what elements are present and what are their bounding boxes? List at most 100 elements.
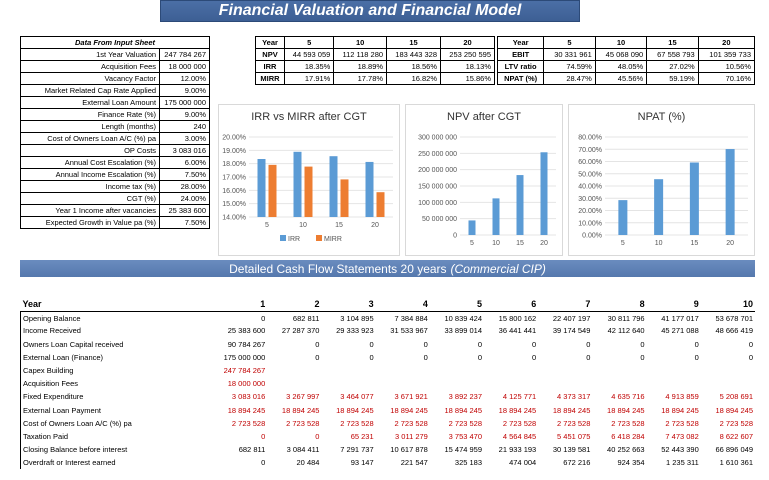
cashflow-cell: 36 441 441 (498, 326, 537, 336)
results-cell: 15.86% (440, 72, 495, 85)
cashflow-cell: 2 723 528 (557, 418, 591, 428)
results-header-row: Year 5 10 15 20 (255, 36, 495, 49)
input-row: Cost of Owners Loan A/C (%) pa 3.00% (19, 132, 210, 145)
x-tick-label: 15 (335, 222, 343, 229)
performance-results-table: Year 5 10 15 20 EBIT 30 331 961 45 068 090 67 55… (496, 36, 756, 85)
cashflow-row: Acquisition Fees 18 000 000 (19, 377, 756, 391)
cashflow-row-label: Owners Loan Capital received (19, 337, 171, 351)
input-label: 1st Year Valuation (19, 48, 161, 61)
input-row: Income tax (%) 28.00% (19, 180, 210, 193)
cashflow-cell: 66 896 049 (715, 445, 753, 455)
cashflow-cell: 3 084 411 (286, 445, 320, 455)
y-tick-label: 100 000 000 (418, 200, 457, 207)
cashflow-cell (267, 377, 321, 390)
cashflow-row-label: Taxation Paid (19, 429, 171, 444)
cashflow-cell: 2 723 528 (448, 418, 483, 428)
y-tick-label: 150 000 000 (418, 184, 457, 191)
cashflow-cell: 3 083 016 (231, 392, 266, 402)
input-value: 25 383 600 (159, 204, 210, 217)
input-label: Annual Income Escalation (%) (19, 168, 161, 181)
cashflow-cell (321, 377, 375, 390)
cashflow-cell: 0 (369, 339, 374, 349)
cashflow-row: External Loan Payment 18 894 245 18 894 24… (19, 403, 756, 417)
bar (654, 179, 664, 235)
input-row: Expected Growth in Value pa (%) 7.50% (19, 216, 210, 229)
cashflow-cell: 42 112 640 (607, 326, 645, 336)
cashflow-cell: 0 (640, 339, 645, 349)
input-value: 6.00% (159, 156, 210, 169)
cashflow-year-cell: 10 (700, 298, 755, 312)
cashflow-year-cell: 7 (538, 298, 593, 312)
chart-title: IRR vs MIRR after CGT (251, 111, 367, 123)
cashflow-row-label: Opening Balance (19, 311, 171, 325)
npv-chart-svg: 300 000 000 250 000 000 200 000 000 150 000… (418, 135, 556, 247)
bar (689, 162, 699, 235)
cashflow-year-cell: 3 (321, 298, 376, 312)
input-value: 247 784 267 (159, 48, 210, 61)
input-value: 18 000 000 (159, 60, 210, 73)
input-label: Vacancy Factor (19, 72, 161, 85)
cashflow-cell: 0 (586, 339, 591, 349)
cashflow-cell: 31 533 967 (390, 326, 428, 336)
cashflow-cell: 20 484 (296, 458, 320, 468)
cashflow-row-label: External Loan (Finance) (19, 350, 171, 364)
legend-swatch (280, 235, 286, 241)
cashflow-cell: 2 723 528 (286, 418, 320, 428)
results-header-cell: 10 (333, 36, 388, 49)
results-cell: 112 118 280 (333, 48, 388, 61)
cashflow-cell: 25 383 600 (227, 326, 266, 336)
cashflow-cell: 18 894 245 (552, 405, 591, 415)
cashflow-cell (647, 364, 701, 377)
results-header-cell: 15 (646, 36, 699, 49)
bar (540, 152, 548, 235)
results-cell: 74.59% (543, 60, 596, 73)
results-cell: 10.56% (697, 60, 756, 73)
bar (376, 192, 385, 217)
input-value: 3 083 016 (159, 144, 210, 157)
y-tick-label: 50.00% (578, 171, 602, 178)
results-header-row: Year 5 10 15 20 (496, 36, 756, 49)
cashflow-table: Year 1 2 3 4 5 6 7 8 9 10 Opening Balance 0 682 811 3… (19, 298, 756, 470)
cashflow-row: Income Received 25 383 600 27 287 370 29 33… (19, 324, 756, 338)
bar (304, 166, 313, 217)
cashflow-cell: 682 811 (292, 313, 320, 323)
cashflow-cell (376, 364, 430, 377)
y-tick-label: 30.00% (578, 196, 602, 203)
cashflow-cell (321, 364, 375, 377)
irr-mirr-chart: IRR vs MIRR after CGT 20.00% 19.00% 18.00%… (218, 104, 400, 256)
results-row: EBIT 30 331 961 45 068 090 67 558 793 101 35… (496, 48, 756, 61)
cashflow-cell: 18 894 245 (661, 405, 699, 415)
cashflow-cell (484, 377, 538, 390)
cashflow-cell: 1 235 311 (665, 458, 699, 468)
input-label: Cost of Owners Loan A/C (%) pa (19, 132, 161, 145)
cashflow-cell: 18 894 245 (227, 405, 266, 415)
irr-mirr-chart-svg: 20.00% 19.00% 18.00% 17.00% 16.00% 15.00% 14.0… (222, 135, 393, 243)
cashflow-cell: 53 678 701 (715, 313, 753, 323)
cashflow-title: Detailed Cash Flow Statements 20 years (229, 261, 447, 276)
cashflow-cell: 2 723 528 (611, 418, 645, 428)
cashflow-cell: 0 (532, 339, 537, 349)
cashflow-cell: 4 913 859 (665, 392, 699, 402)
cashflow-cell (430, 377, 484, 390)
cashflow-row: Cost of Owners Loan A/C (%) pa 2 723 528 2… (19, 416, 756, 430)
cashflow-cell: 2 723 528 (719, 418, 753, 428)
cashflow-cell: 7 291 737 (340, 445, 374, 455)
cashflow-cell: 0 (423, 339, 428, 349)
bar (365, 161, 374, 217)
results-cell: 18.89% (333, 60, 388, 73)
cashflow-year-header-row: Year 1 2 3 4 5 6 7 8 9 10 (20, 298, 755, 312)
y-tick-label: 0.00% (582, 233, 602, 240)
input-label: Income tax (%) (19, 180, 161, 193)
bar (329, 156, 338, 217)
x-tick-label: 20 (540, 240, 548, 247)
y-tick-label: 16.00% (222, 188, 246, 195)
cashflow-cell: 6 418 284 (611, 431, 645, 441)
y-tick-label: 200 000 000 (418, 167, 457, 174)
cashflow-row-label: External Loan Payment (19, 403, 171, 417)
cashflow-cell: 18 894 245 (281, 405, 320, 415)
cashflow-row-label: Overdraft or Interest earned (19, 456, 171, 470)
cashflow-cell: 175 000 000 (223, 352, 266, 362)
results-row: IRR 18.35% 18.89% 18.56% 18.13% (255, 60, 495, 73)
cashflow-cell: 0 (532, 352, 537, 362)
cashflow-cell: 0 (694, 339, 699, 349)
